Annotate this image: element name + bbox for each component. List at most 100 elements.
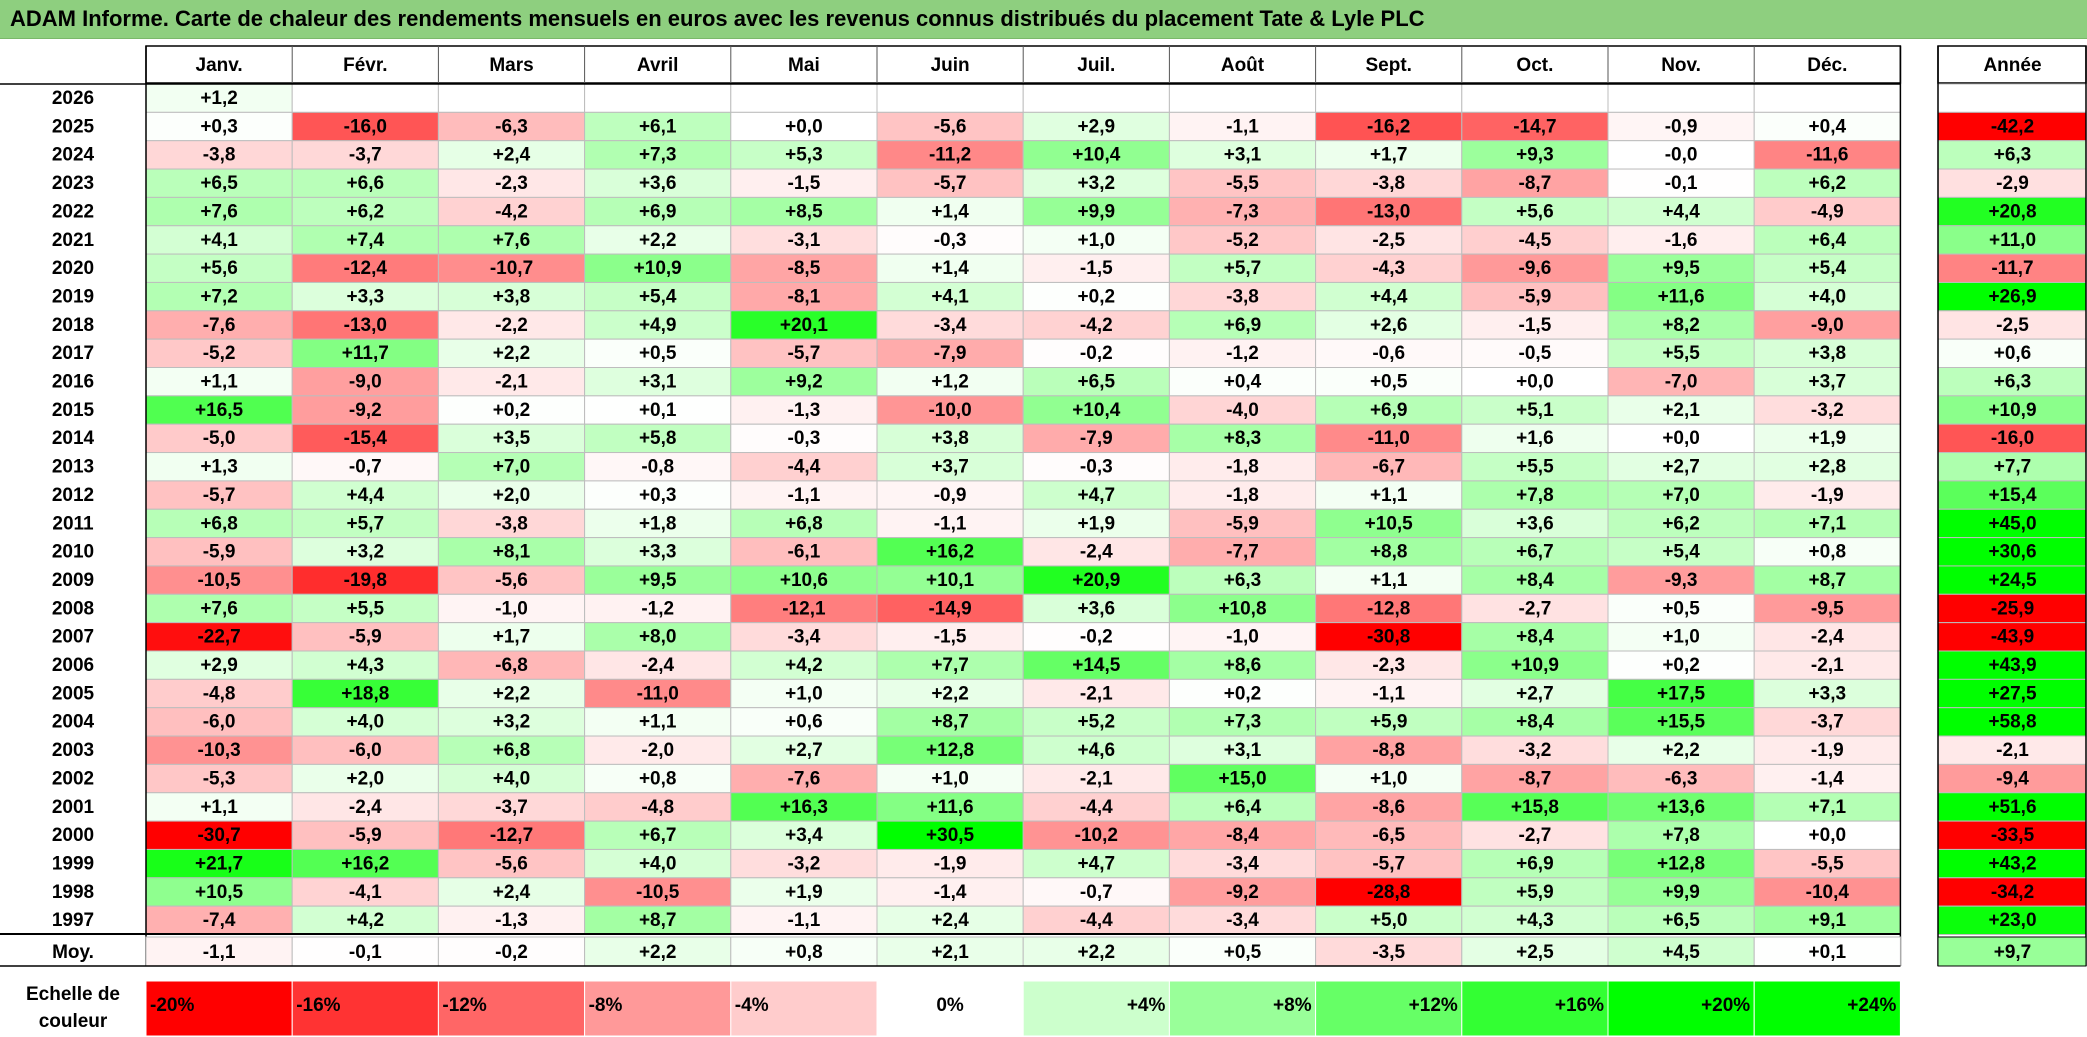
cell-value: -6,0 <box>349 740 382 761</box>
heatmap-cell <box>730 735 878 765</box>
heatmap-cell <box>145 140 293 170</box>
cell-value: -1,1 <box>1226 116 1259 137</box>
cell-value: +7,8 <box>1516 485 1554 506</box>
cell-value: -3,4 <box>788 627 821 648</box>
heatmap-cell <box>291 480 439 510</box>
cell-value: +1,2 <box>200 88 238 109</box>
average-label: Moy. <box>52 942 94 963</box>
heatmap-cell <box>291 820 439 850</box>
heatmap-cell <box>1461 338 1609 368</box>
annual-value: +10,9 <box>1988 400 2036 421</box>
heatmap-cell <box>145 593 293 624</box>
cell-value: -16,0 <box>344 116 387 137</box>
heatmap-cell <box>1607 848 1755 879</box>
cell-value: +1,1 <box>1370 485 1408 506</box>
cell-value: +8,7 <box>931 712 969 733</box>
cell-value: +1,4 <box>931 258 969 279</box>
cell-value: +5,4 <box>639 286 677 307</box>
annual-value: +15,4 <box>1988 485 2037 506</box>
cell-value: -6,3 <box>495 116 528 137</box>
heatmap-cell <box>730 622 878 652</box>
cell-value: -3,8 <box>1226 286 1259 307</box>
cell-value: +2,0 <box>493 485 531 506</box>
cell-value: +4,1 <box>931 286 969 307</box>
cell-value: -1,8 <box>1226 485 1259 506</box>
cell-value: +2,9 <box>200 655 238 676</box>
cell-value: +11,6 <box>1658 286 1705 307</box>
cell-value: +1,0 <box>1662 627 1700 648</box>
cell-value: +3,8 <box>493 286 531 307</box>
scale-label: 0% <box>936 995 964 1016</box>
heatmap-cell <box>730 338 878 368</box>
heatmap-cell <box>1168 537 1317 567</box>
year-label: 2005 <box>52 683 95 704</box>
heatmap-cell <box>1315 593 1463 624</box>
cell-value: +7,3 <box>1224 712 1262 733</box>
cell-value: -10,7 <box>490 258 533 279</box>
heatmap-cell <box>1753 395 1901 425</box>
cell-value: -4,8 <box>203 683 236 704</box>
year-label: 1998 <box>52 882 94 903</box>
heatmap-cell <box>1607 593 1755 624</box>
cell-value: +0,8 <box>1809 542 1847 563</box>
cell-value: +9,5 <box>1662 258 1700 279</box>
heatmap-cell <box>584 508 732 539</box>
annual-value: -25,9 <box>1991 598 2034 619</box>
cell-value: +7,0 <box>1662 485 1700 506</box>
cell-value: +3,8 <box>931 428 969 449</box>
heatmap-cell <box>1315 253 1463 283</box>
cell-value: +2,7 <box>1516 683 1554 704</box>
cell-value: -8,7 <box>1519 768 1552 789</box>
cell-value: +4,9 <box>639 315 677 336</box>
cell-value: +6,7 <box>1516 542 1554 563</box>
cell-value: +4,2 <box>347 910 385 931</box>
cell-value: +5,5 <box>1662 343 1700 364</box>
cell-value: +0,4 <box>1809 116 1847 137</box>
cell-value: +2,1 <box>1662 400 1700 421</box>
scale-label: +16% <box>1555 995 1604 1016</box>
average-value: +0,5 <box>1224 942 1262 963</box>
cell-value: -0,7 <box>349 457 382 478</box>
heatmap-cell <box>584 168 732 198</box>
cell-value: -9,2 <box>349 400 382 421</box>
cell-value: +0,0 <box>1516 372 1554 393</box>
annual-cell <box>1937 225 2087 255</box>
cell-value: -8,4 <box>1226 825 1259 846</box>
scale-swatch <box>1461 980 1609 1037</box>
cell-value: +2,2 <box>493 343 531 364</box>
cell-value: +5,6 <box>200 258 238 279</box>
cell-value: -10,2 <box>1075 825 1118 846</box>
cell-value: -15,4 <box>344 428 388 449</box>
heatmap-cell <box>876 735 1024 765</box>
heatmap-cell <box>1022 593 1170 624</box>
cell-value: -4,4 <box>788 457 821 478</box>
cell-value: +16,3 <box>780 797 828 818</box>
cell-value: +5,4 <box>1809 258 1847 279</box>
heatmap-cell <box>1461 225 1609 255</box>
cell-value: +11,7 <box>342 343 389 364</box>
average-value: +2,5 <box>1516 942 1554 963</box>
heatmap-cell <box>1022 508 1170 539</box>
cell-value: -7,4 <box>203 910 236 931</box>
annual-value: -9,4 <box>1996 768 2029 789</box>
cell-value: -1,0 <box>495 598 528 619</box>
average-value: +2,2 <box>639 942 677 963</box>
scale-label: -8% <box>589 995 623 1016</box>
cell-value: -2,7 <box>1519 825 1552 846</box>
cell-value: +4,1 <box>200 230 238 251</box>
cell-value: +3,3 <box>347 286 385 307</box>
heatmap-cell <box>1461 508 1609 539</box>
cell-value: +0,5 <box>639 343 677 364</box>
cell-value: -3,2 <box>1811 400 1844 421</box>
heatmap-cell <box>730 452 878 482</box>
cell-value: -13,0 <box>1367 201 1410 222</box>
cell-value: +6,4 <box>1809 230 1847 251</box>
cell-value: +2,2 <box>931 683 969 704</box>
heatmap-cell <box>1168 508 1317 539</box>
heatmap-cell <box>1753 565 1901 595</box>
year-label: 2020 <box>52 258 94 279</box>
cell-value: -1,5 <box>1519 315 1552 336</box>
heatmap-cell <box>876 565 1024 595</box>
cell-value: -16,2 <box>1367 116 1410 137</box>
cell-value: +8,4 <box>1516 570 1554 591</box>
